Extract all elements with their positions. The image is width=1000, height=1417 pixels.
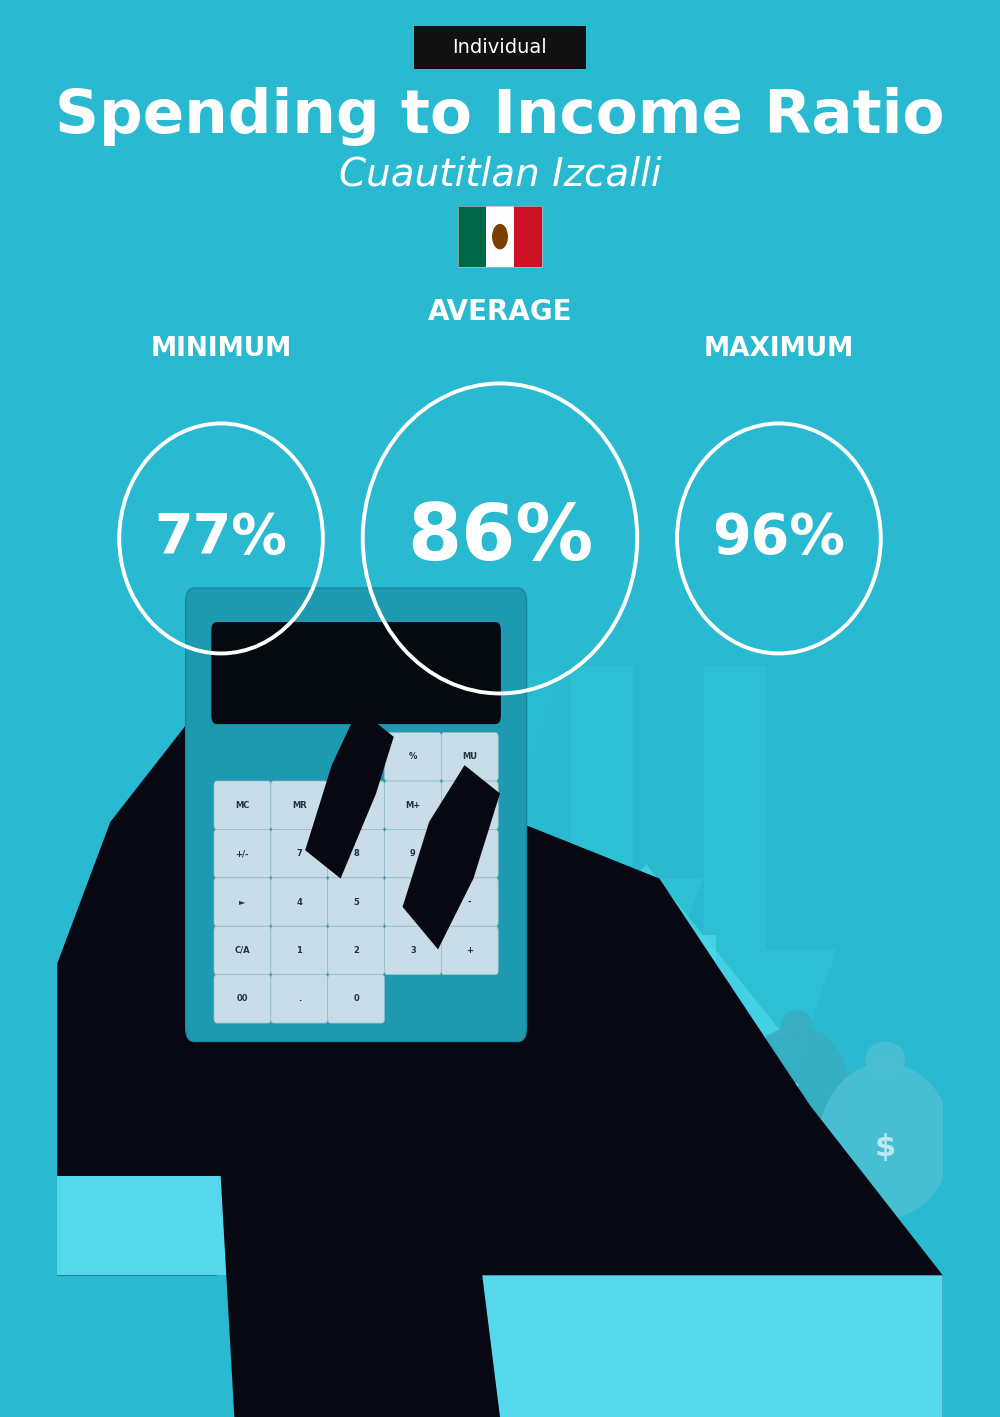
FancyBboxPatch shape [385, 733, 441, 781]
FancyBboxPatch shape [211, 622, 501, 724]
Bar [458, 207, 486, 266]
Polygon shape [500, 666, 704, 1134]
Text: 8: 8 [353, 849, 359, 859]
Text: -: - [468, 897, 472, 907]
Ellipse shape [819, 1063, 952, 1219]
Text: 0: 0 [353, 995, 359, 1003]
Circle shape [492, 224, 508, 249]
Text: Spending to Income Ratio: Spending to Income Ratio [55, 86, 945, 146]
Bar [527, 1034, 766, 1346]
FancyBboxPatch shape [271, 781, 328, 829]
Polygon shape [633, 666, 836, 1247]
FancyBboxPatch shape [441, 829, 498, 879]
Text: +: + [466, 947, 473, 955]
FancyBboxPatch shape [271, 829, 328, 879]
FancyBboxPatch shape [385, 829, 441, 879]
Text: $: $ [875, 1134, 896, 1162]
FancyBboxPatch shape [214, 781, 271, 829]
Text: 5: 5 [353, 897, 359, 907]
Polygon shape [482, 1275, 943, 1417]
Text: AVERAGE: AVERAGE [428, 298, 572, 326]
Text: .: . [298, 995, 301, 1003]
FancyBboxPatch shape [214, 927, 271, 975]
FancyBboxPatch shape [441, 927, 498, 975]
FancyBboxPatch shape [271, 927, 328, 975]
FancyBboxPatch shape [214, 829, 271, 879]
Bar [486, 207, 514, 266]
FancyBboxPatch shape [414, 27, 586, 69]
Text: MINIMUM: MINIMUM [150, 336, 292, 361]
Bar [748, 1332, 850, 1350]
FancyBboxPatch shape [441, 781, 498, 829]
Text: 1: 1 [296, 947, 302, 955]
FancyBboxPatch shape [328, 975, 385, 1023]
FancyBboxPatch shape [214, 975, 271, 1023]
Polygon shape [305, 708, 394, 879]
FancyBboxPatch shape [214, 879, 271, 927]
Polygon shape [57, 1176, 234, 1275]
FancyBboxPatch shape [328, 927, 385, 975]
Text: ►: ► [239, 897, 246, 907]
Bar [748, 1212, 850, 1230]
Text: M+: M+ [405, 801, 421, 809]
Polygon shape [403, 765, 500, 949]
Text: 3: 3 [410, 947, 416, 955]
Text: +/-: +/- [236, 849, 249, 859]
Bar [546, 1159, 582, 1253]
Text: MC: MC [235, 801, 250, 809]
Bar [748, 1308, 850, 1326]
Text: 4: 4 [296, 897, 302, 907]
Text: %: % [409, 752, 417, 761]
FancyBboxPatch shape [441, 733, 498, 781]
Bar [748, 1356, 850, 1374]
Text: MAXIMUM: MAXIMUM [704, 336, 854, 361]
Bar [699, 1159, 735, 1253]
FancyBboxPatch shape [328, 829, 385, 879]
Text: Individual: Individual [453, 38, 547, 57]
Text: Cuautitlan Izcalli: Cuautitlan Izcalli [339, 156, 661, 193]
Text: 9: 9 [410, 849, 416, 859]
FancyBboxPatch shape [385, 927, 441, 975]
Text: 7: 7 [296, 849, 302, 859]
Ellipse shape [865, 1041, 905, 1076]
Text: 00: 00 [237, 995, 248, 1003]
Bar [458, 207, 542, 266]
Text: MU: MU [462, 752, 477, 761]
FancyBboxPatch shape [271, 879, 328, 927]
FancyBboxPatch shape [328, 781, 385, 829]
Text: x: x [467, 849, 472, 859]
Bar [689, 935, 716, 1013]
Bar [514, 207, 542, 266]
Polygon shape [509, 864, 783, 1034]
Bar [610, 1190, 658, 1346]
Bar [748, 1260, 850, 1278]
FancyBboxPatch shape [328, 879, 385, 927]
FancyBboxPatch shape [385, 781, 441, 829]
Text: 86%: 86% [407, 500, 593, 577]
FancyBboxPatch shape [186, 588, 527, 1041]
FancyBboxPatch shape [441, 879, 498, 927]
Ellipse shape [781, 1010, 812, 1039]
Ellipse shape [746, 1026, 848, 1142]
Text: :: : [468, 801, 471, 809]
Text: 2: 2 [353, 947, 359, 955]
Bar [748, 1284, 850, 1302]
Polygon shape [385, 666, 562, 949]
Bar [748, 1236, 850, 1254]
Text: M-: M- [350, 801, 362, 809]
Text: 6: 6 [410, 897, 416, 907]
Polygon shape [57, 680, 411, 1275]
Text: 96%: 96% [712, 512, 845, 565]
Text: 77%: 77% [155, 512, 288, 565]
Text: C/A: C/A [235, 947, 250, 955]
Polygon shape [217, 822, 943, 1417]
FancyBboxPatch shape [385, 879, 441, 927]
FancyBboxPatch shape [271, 975, 328, 1023]
Text: MR: MR [292, 801, 307, 809]
Polygon shape [341, 666, 500, 879]
Text: $: $ [785, 1081, 799, 1101]
